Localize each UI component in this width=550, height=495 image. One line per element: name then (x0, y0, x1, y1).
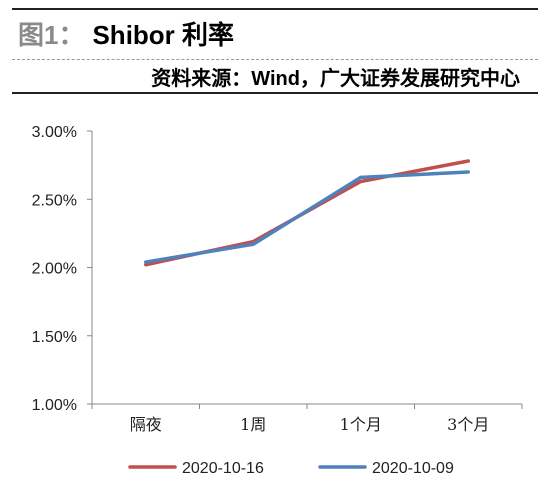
x-tick-label: 3个月 (447, 415, 489, 434)
data-point-2020-10-16-3 (466, 159, 470, 163)
x-tick-label: 隔夜 (130, 415, 162, 434)
figure-prefix: 图1： (18, 20, 85, 50)
legend-label: 2020-10-16 (182, 460, 264, 477)
y-tick-label: 2.00% (32, 261, 77, 278)
y-tick-label: 1.50% (32, 329, 77, 346)
data-point-2020-10-09-1 (251, 242, 255, 246)
y-tick-label: 1.00% (32, 397, 77, 414)
top-rule (12, 8, 538, 10)
header-rule (12, 92, 538, 94)
legend-label: 2020-10-09 (372, 460, 454, 477)
x-tick-label: 1周 (240, 415, 266, 434)
series-line-2020-10-09 (144, 170, 470, 264)
y-tick-label: 2.50% (32, 192, 77, 209)
dotted-divider (12, 59, 538, 60)
data-point-2020-10-16-2 (359, 180, 363, 184)
data-point-2020-10-09-2 (359, 175, 363, 179)
data-point-2020-10-09-0 (144, 260, 148, 264)
data-point-2020-10-09-3 (466, 170, 470, 174)
data-point-2020-10-16-0 (144, 263, 148, 267)
figure-title-text: Shibor 利率 (92, 20, 235, 50)
source-note: 资料来源：Wind，广大证券发展研究中心 (151, 68, 520, 90)
y-tick-label: 3.00% (32, 124, 77, 141)
x-tick-label: 1个月 (340, 415, 382, 434)
figure-title: 图1： Shibor 利率 (18, 15, 234, 52)
